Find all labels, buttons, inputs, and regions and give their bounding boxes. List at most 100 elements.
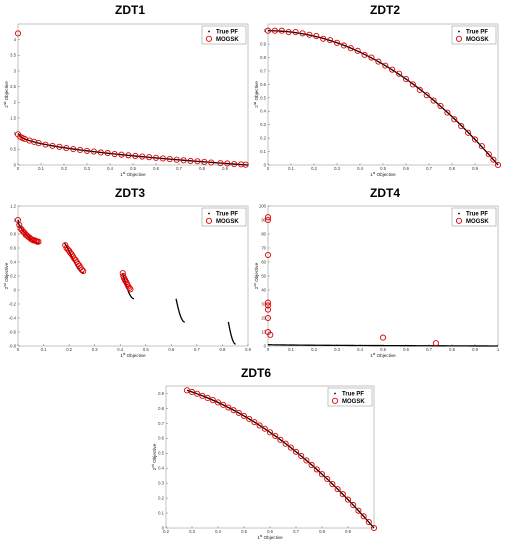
legend-box (201, 25, 247, 45)
mogsk-point (264, 27, 272, 34)
x-tick-label: 0.3 (189, 529, 195, 534)
y-tick-label: 1.2 (10, 203, 16, 208)
mogsk-point (347, 45, 354, 52)
mogsk-point (261, 425, 268, 432)
mogsk-point (266, 429, 274, 436)
y-tick-label: 0.4 (158, 466, 164, 471)
x-tick-label: 0.2 (311, 347, 317, 352)
mogsk-point (180, 157, 187, 164)
x-tick-label: 0.9 (472, 347, 478, 352)
y-tick-label: -0.4 (9, 315, 17, 320)
mogsk-point (354, 47, 361, 54)
mogsk-point (204, 394, 211, 402)
y-tick-label: 0.5 (260, 95, 266, 100)
axes-frame (267, 205, 499, 347)
y-tick-label: 0.8 (158, 406, 164, 411)
mogsk-point (432, 340, 439, 347)
mogsk-point (146, 154, 153, 161)
mogsk-point (209, 397, 216, 404)
chart-title: ZDT1 (115, 3, 145, 17)
legend-label-mogsk: MOGSK (342, 399, 365, 405)
axes-frame (17, 23, 249, 166)
y-tick-label: 0 (14, 162, 17, 167)
mogsk-point (292, 448, 300, 455)
y-tick-label: 0.5 (158, 451, 164, 456)
y-tick-label: 0.6 (158, 436, 164, 441)
chart-title: ZDT4 (370, 186, 400, 200)
mogsk-point (333, 39, 341, 46)
mogsk-point (235, 409, 242, 416)
mogsk-point (396, 70, 403, 77)
mogsk-point (264, 214, 272, 221)
legend-box (201, 207, 247, 227)
x-tick-label: 0.4 (357, 347, 363, 352)
y-tick-label: 0.2 (158, 496, 164, 501)
y-tick-label: 1.5 (10, 115, 16, 120)
legend-label-mogsk: MOGSK (466, 37, 489, 43)
mogsk-point (416, 86, 423, 93)
x-tick-label: 0.8 (199, 166, 205, 171)
mogsk-point (264, 302, 272, 309)
x-tick-label: 0.3 (92, 347, 98, 352)
mogsk-point (77, 146, 84, 154)
y-axis-label: 2nd Objective (151, 443, 157, 470)
mogsk-point (320, 35, 327, 42)
mogsk-point (194, 390, 201, 397)
legend-true-pf-marker (334, 392, 336, 395)
x-tick-label: 0.6 (153, 166, 159, 171)
x-tick-label: 0 (17, 166, 20, 171)
mogsk-point (199, 392, 206, 399)
y-tick-label: 0.4 (10, 259, 16, 264)
y-tick-label: -0.2 (9, 301, 17, 306)
mogsk-point (327, 37, 334, 44)
x-tick-label: 0.7 (426, 347, 432, 352)
legend-label-mogsk: MOGSK (216, 37, 239, 43)
x-tick-label: 0.8 (220, 347, 226, 352)
mogsk-point (90, 148, 97, 155)
mogsk-point (382, 62, 389, 69)
mogsk-point (271, 27, 278, 34)
legend-label-true-pf: True PF (342, 392, 364, 398)
x-axis-label: 1st Objective (120, 171, 146, 177)
x-axis-label: 1st Objective (370, 352, 396, 358)
mogsk-point (313, 33, 320, 40)
chart-title: ZDT2 (370, 3, 400, 17)
mogsk-point (458, 123, 465, 130)
mogsk-point (132, 152, 139, 159)
x-tick-label: 0.8 (319, 529, 325, 534)
legend-mogsk-marker (455, 35, 463, 42)
x-tick-label: 0.6 (403, 347, 409, 352)
chart-title: ZDT3 (115, 186, 145, 200)
mogsk-point (379, 334, 387, 341)
mogsk-point (264, 216, 272, 224)
x-tick-label: 0.7 (426, 166, 432, 171)
x-tick-label: 0.3 (334, 347, 340, 352)
mogsk-point (308, 461, 315, 468)
x-tick-label: 0.2 (66, 347, 72, 352)
y-tick-label: 0 (264, 162, 267, 167)
y-tick-label: 4 (14, 37, 17, 42)
x-tick-label: 0.4 (215, 529, 221, 534)
mogsk-point (49, 142, 56, 149)
mogsk-point (318, 471, 326, 478)
mogsk-point (80, 268, 87, 275)
y-tick-label: 0.7 (260, 68, 266, 73)
x-tick-label: 0.1 (288, 166, 294, 171)
x-tick-label: 0.2 (61, 166, 67, 171)
mogsk-point (125, 152, 132, 159)
mogsk-point (217, 160, 224, 167)
x-tick-label: 0.1 (288, 347, 294, 352)
y-tick-label: 0.4 (260, 109, 266, 114)
mogsk-point (256, 422, 263, 429)
mogsk-point (478, 143, 485, 150)
chart-title: ZDT6 (241, 366, 271, 380)
mogsk-point (344, 496, 352, 503)
mogsk-point (292, 29, 299, 36)
x-tick-label: 0 (267, 166, 270, 171)
mogsk-point (303, 457, 310, 464)
y-tick-label: 0.2 (260, 136, 266, 141)
legend-label-mogsk: MOGSK (216, 219, 239, 225)
y-tick-label: -0.6 (9, 329, 17, 334)
